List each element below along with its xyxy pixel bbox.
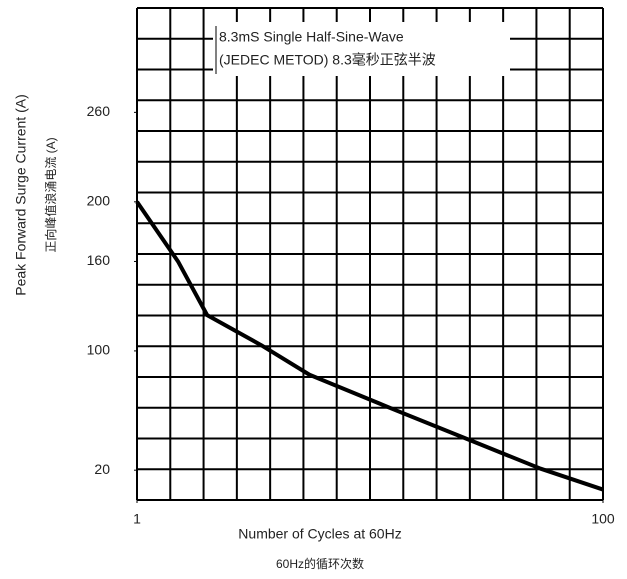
grid: [136, 7, 604, 501]
y-axis-label-cn: 正向峰值浪涌电流 (A): [43, 137, 58, 252]
y-tick-label: 100: [87, 342, 111, 358]
y-tick-label: 200: [87, 193, 111, 209]
annotation-box: [213, 22, 510, 76]
y-tick-label: 260: [87, 103, 111, 119]
y-axis-label: Peak Forward Surge Current (A): [13, 94, 29, 296]
x-axis-label: Number of Cycles at 60Hz: [238, 526, 401, 542]
y-tick-label: 20: [94, 461, 110, 477]
curve: [135, 200, 604, 492]
y-tick-label: 160: [87, 252, 111, 268]
x-tick-label: 1: [133, 511, 141, 527]
annotation: (JEDEC METOD) 8.3毫秒正弦半波: [219, 52, 436, 68]
x-tick-label: 100: [591, 511, 615, 527]
x-axis-label-cn: 60Hz的循环次数: [276, 556, 364, 571]
annotation: 8.3mS Single Half-Sine-Wave: [219, 29, 404, 45]
